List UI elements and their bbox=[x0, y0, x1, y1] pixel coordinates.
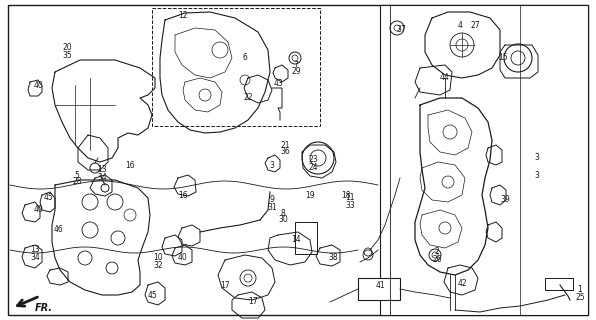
Text: 17: 17 bbox=[248, 298, 258, 307]
Text: 2: 2 bbox=[434, 247, 439, 257]
Text: 9: 9 bbox=[269, 196, 274, 204]
Text: 5: 5 bbox=[74, 171, 79, 180]
Text: 12: 12 bbox=[178, 11, 188, 20]
Bar bbox=[295, 222, 317, 254]
Text: 17: 17 bbox=[220, 281, 230, 290]
Text: 38: 38 bbox=[328, 253, 338, 262]
Bar bbox=[152, 8, 320, 126]
Text: 28: 28 bbox=[72, 178, 82, 187]
Text: 20: 20 bbox=[62, 44, 72, 52]
Text: 13: 13 bbox=[97, 165, 107, 174]
Text: 40: 40 bbox=[177, 253, 187, 262]
Text: 13: 13 bbox=[30, 245, 40, 254]
Text: 36: 36 bbox=[280, 148, 290, 156]
Text: 32: 32 bbox=[153, 260, 163, 269]
Text: 40: 40 bbox=[33, 205, 43, 214]
Text: 18: 18 bbox=[342, 190, 351, 199]
Text: 27: 27 bbox=[470, 20, 480, 29]
Text: 1: 1 bbox=[578, 285, 582, 294]
Text: 42: 42 bbox=[457, 278, 467, 287]
Text: 31: 31 bbox=[267, 203, 277, 212]
Text: 29: 29 bbox=[291, 68, 301, 76]
Text: 44: 44 bbox=[440, 74, 450, 83]
Text: 3: 3 bbox=[535, 171, 539, 180]
Text: 19: 19 bbox=[305, 190, 315, 199]
Text: 26: 26 bbox=[432, 255, 442, 265]
Text: FR.: FR. bbox=[35, 303, 53, 313]
Text: 45: 45 bbox=[147, 291, 157, 300]
Text: 43: 43 bbox=[273, 78, 283, 87]
Text: 22: 22 bbox=[243, 93, 253, 102]
Text: 16: 16 bbox=[178, 190, 188, 199]
Bar bbox=[358, 278, 400, 300]
Text: 14: 14 bbox=[291, 236, 301, 244]
Text: 25: 25 bbox=[575, 293, 585, 302]
Text: 4: 4 bbox=[458, 20, 462, 29]
Text: 3: 3 bbox=[535, 154, 539, 163]
Text: 3: 3 bbox=[269, 161, 274, 170]
Text: 34: 34 bbox=[97, 172, 107, 181]
Text: 7: 7 bbox=[294, 60, 299, 69]
Text: 41: 41 bbox=[375, 281, 385, 290]
Text: 10: 10 bbox=[153, 253, 163, 262]
Text: 35: 35 bbox=[62, 51, 72, 60]
Text: 23: 23 bbox=[308, 156, 318, 164]
Bar bbox=[545, 278, 573, 290]
Text: 40: 40 bbox=[33, 81, 43, 90]
Text: 39: 39 bbox=[500, 196, 510, 204]
Text: 6: 6 bbox=[243, 53, 247, 62]
Text: 45: 45 bbox=[43, 194, 53, 203]
Text: 16: 16 bbox=[125, 161, 135, 170]
Text: 46: 46 bbox=[53, 226, 63, 235]
Text: 30: 30 bbox=[278, 215, 288, 225]
Text: 24: 24 bbox=[308, 163, 318, 172]
Text: 11: 11 bbox=[345, 194, 355, 203]
Text: 37: 37 bbox=[396, 26, 406, 35]
Text: 33: 33 bbox=[345, 201, 355, 210]
Text: 21: 21 bbox=[280, 140, 290, 149]
Bar bbox=[380, 5, 588, 315]
Text: 15: 15 bbox=[498, 53, 508, 62]
Text: 8: 8 bbox=[281, 209, 285, 218]
Text: 34: 34 bbox=[30, 252, 40, 261]
